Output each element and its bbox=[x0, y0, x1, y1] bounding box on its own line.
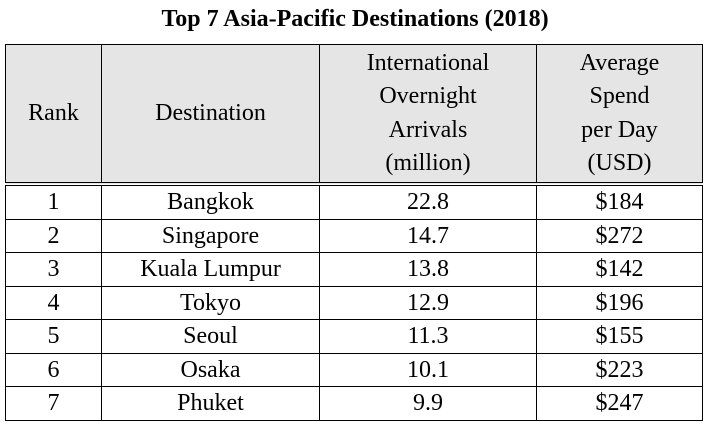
cell-arrivals: 13.8 bbox=[319, 252, 537, 287]
table-row: 4 Tokyo 12.9 $196 bbox=[5, 285, 703, 320]
cell-arrivals: 14.7 bbox=[319, 218, 537, 253]
cell-spend: $196 bbox=[536, 285, 703, 320]
cell-destination: Osaka bbox=[101, 352, 320, 387]
header-arrivals-line: Overnight bbox=[379, 83, 477, 109]
header-arrivals-line: (million) bbox=[385, 150, 471, 176]
header-spend-line: Spend bbox=[589, 83, 650, 109]
cell-destination: Phuket bbox=[101, 386, 320, 421]
table-header: Rank Destination International Overnight… bbox=[5, 44, 703, 186]
header-arrivals-line: Arrivals bbox=[388, 116, 468, 143]
table-row: 3 Kuala Lumpur 13.8 $142 bbox=[5, 252, 703, 287]
table-row: 5 Seoul 11.3 $155 bbox=[5, 319, 703, 354]
table-body: 1 Bangkok 22.8 $184 2 Singapore 14.7 $27… bbox=[5, 183, 703, 421]
cell-spend: $247 bbox=[536, 386, 703, 421]
cell-destination: Kuala Lumpur bbox=[101, 252, 320, 287]
cell-destination: Tokyo bbox=[101, 285, 320, 320]
cell-spend: $184 bbox=[536, 183, 703, 220]
table-row: 1 Bangkok 22.8 $184 bbox=[5, 183, 703, 220]
cell-destination: Bangkok bbox=[101, 183, 320, 220]
cell-destination: Seoul bbox=[101, 319, 320, 354]
cell-arrivals: 10.1 bbox=[319, 352, 537, 387]
header-rank: Rank bbox=[5, 44, 102, 186]
header-arrivals: International Overnight Arrivals (millio… bbox=[319, 44, 537, 186]
cell-arrivals: 11.3 bbox=[319, 319, 537, 354]
destinations-table: Rank Destination International Overnight… bbox=[5, 44, 703, 421]
cell-destination: Singapore bbox=[101, 218, 320, 253]
cell-rank: 4 bbox=[5, 285, 102, 320]
header-destination: Destination bbox=[101, 44, 320, 186]
cell-spend: $155 bbox=[536, 319, 703, 354]
cell-rank: 5 bbox=[5, 319, 102, 354]
cell-rank: 3 bbox=[5, 252, 102, 287]
table-title: Top 7 Asia-Pacific Destinations (2018) bbox=[161, 6, 549, 32]
cell-arrivals: 22.8 bbox=[319, 183, 537, 220]
cell-arrivals: 9.9 bbox=[319, 386, 537, 421]
header-spend-line: (USD) bbox=[587, 150, 652, 176]
cell-spend: $272 bbox=[536, 218, 703, 253]
cell-spend: $142 bbox=[536, 252, 703, 287]
cell-rank: 1 bbox=[5, 183, 102, 220]
header-spend-line: per Day bbox=[581, 116, 658, 143]
cell-rank: 6 bbox=[5, 352, 102, 387]
header-row: Rank Destination International Overnight… bbox=[5, 44, 703, 186]
cell-spend: $223 bbox=[536, 352, 703, 387]
table-row: 6 Osaka 10.1 $223 bbox=[5, 352, 703, 387]
cell-arrivals: 12.9 bbox=[319, 285, 537, 320]
header-spend: Average Spend per Day (USD) bbox=[536, 44, 703, 186]
header-arrivals-line: International bbox=[366, 49, 490, 76]
cell-rank: 2 bbox=[5, 218, 102, 253]
table-row: 7 Phuket 9.9 $247 bbox=[5, 386, 703, 421]
table-row: 2 Singapore 14.7 $272 bbox=[5, 218, 703, 253]
header-spend-line: Average bbox=[579, 49, 660, 76]
cell-rank: 7 bbox=[5, 386, 102, 421]
